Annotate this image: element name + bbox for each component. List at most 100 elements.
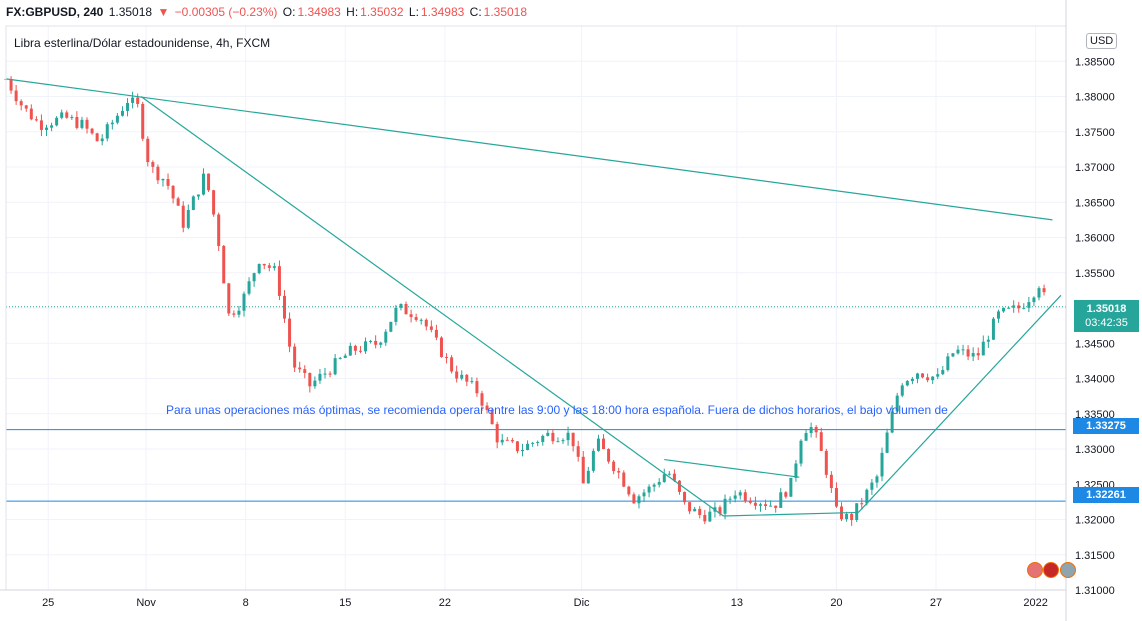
candle-body <box>581 456 585 484</box>
candle-body <box>915 373 919 379</box>
uk-flag-icon[interactable] <box>1043 562 1060 578</box>
candle-body <box>85 119 89 129</box>
candle-body <box>460 374 464 379</box>
candle-body <box>19 101 23 106</box>
candle-body <box>936 374 940 377</box>
candle-body <box>323 373 327 375</box>
candle-body <box>642 492 646 497</box>
candle-body <box>789 477 793 497</box>
x-tick-label: Dic <box>574 597 590 609</box>
candle-body <box>647 486 651 493</box>
candle-body <box>277 266 281 296</box>
candle-body <box>65 112 69 118</box>
candle-body <box>419 319 423 321</box>
y-tick-label: 1.36500 <box>1075 197 1115 209</box>
hline-label-upper: 1.33275 <box>1073 418 1139 434</box>
candle-body <box>657 482 661 485</box>
chart-annotation[interactable]: Para unas operaciones más óptimas, se re… <box>166 403 948 417</box>
candle-body <box>29 108 33 120</box>
candle-body <box>905 381 909 386</box>
candle-body <box>318 373 322 381</box>
y-tick-label: 1.37000 <box>1075 162 1115 174</box>
currency-button[interactable]: USD <box>1086 33 1118 49</box>
candle-body <box>515 441 519 452</box>
candle-body <box>80 119 84 128</box>
high-label: H: <box>346 5 359 19</box>
time-scale: 25 Nov 8 15 22 Dic 13 20 27 2022 <box>42 597 1048 609</box>
candle-body <box>75 117 79 128</box>
candle-body <box>799 440 803 464</box>
candle-body <box>409 314 413 318</box>
candle-body <box>764 504 768 506</box>
candle-body <box>485 405 489 411</box>
candle-body <box>834 488 838 507</box>
candle-body <box>136 97 140 104</box>
candle-body <box>404 304 408 315</box>
x-tick-label: 27 <box>930 597 942 609</box>
candle-body <box>667 473 671 475</box>
candle-body <box>500 439 504 443</box>
symbol-name[interactable]: FX:GBPUSD, 240 <box>6 5 104 19</box>
events-flags[interactable] <box>1027 562 1076 583</box>
candle-body <box>343 355 347 358</box>
chart-subtitle: Libra esterlina/Dólar estadounidense, 4h… <box>14 36 271 50</box>
candle-body <box>1017 305 1021 309</box>
x-tick-label: Nov <box>136 597 156 609</box>
y-tick-label: 1.34000 <box>1075 374 1115 386</box>
candle-body <box>227 283 231 314</box>
candle-body <box>313 380 317 387</box>
candle-body <box>379 342 383 345</box>
candle-body <box>986 339 990 342</box>
candle-body <box>758 504 762 506</box>
candle-body <box>298 367 302 370</box>
candle-body <box>637 496 641 504</box>
event-flag-icon[interactable] <box>1059 562 1076 578</box>
low-value: 1.34983 <box>420 5 465 19</box>
candle-body <box>455 371 459 379</box>
candle-body <box>819 432 823 451</box>
trendline <box>5 78 1053 221</box>
candle-body <box>576 446 580 457</box>
candle-body <box>526 443 530 451</box>
candle-body <box>90 128 94 134</box>
candle-body <box>850 513 854 521</box>
candle-body <box>207 173 211 191</box>
trendline <box>664 458 800 478</box>
y-tick-label: 1.33500 <box>1075 409 1115 421</box>
candle-body <box>546 432 550 436</box>
candle-body <box>445 356 449 358</box>
candle-body <box>247 281 251 294</box>
candle-body <box>541 435 545 443</box>
candle-body <box>176 198 180 206</box>
candle-body <box>829 474 833 489</box>
x-tick-label: 2022 <box>1023 597 1047 609</box>
y-tick-label: 1.35500 <box>1075 268 1115 280</box>
candle-body <box>161 179 165 181</box>
candle-body <box>662 474 666 483</box>
candle-body <box>55 117 59 126</box>
x-tick-label: 15 <box>339 597 351 609</box>
candle-body <box>414 317 418 320</box>
candle-body <box>824 450 828 475</box>
candle-body <box>677 480 681 492</box>
candle-body <box>753 502 757 506</box>
close-value: 1.35018 <box>483 5 528 19</box>
candle-body <box>186 209 190 228</box>
candle-body <box>536 442 540 444</box>
open-value: 1.34983 <box>297 5 341 19</box>
candle-body <box>617 471 621 473</box>
candle-body <box>591 450 595 471</box>
candle-body <box>191 196 195 210</box>
candle-body <box>384 331 388 343</box>
candle-body <box>561 440 565 442</box>
candle-body <box>880 452 884 477</box>
candle-body <box>855 503 859 521</box>
us-flag-icon[interactable] <box>1027 562 1043 578</box>
candle-body <box>439 337 443 357</box>
candle-body <box>748 500 752 503</box>
candle-body <box>217 214 221 246</box>
candle-body <box>465 374 469 382</box>
candle-body <box>45 127 49 130</box>
candle-body <box>708 511 712 522</box>
